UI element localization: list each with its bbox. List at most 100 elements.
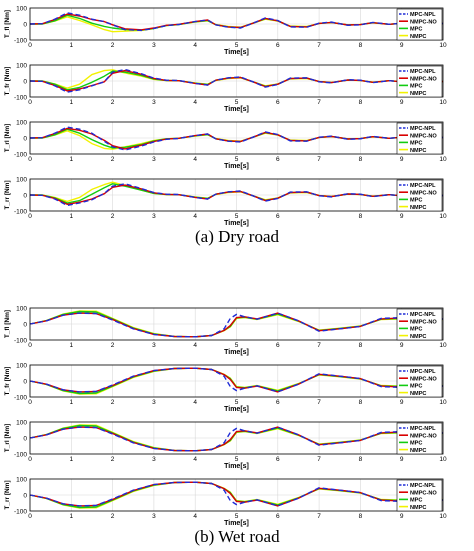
x-tick-label: 7 <box>317 99 321 106</box>
legend-label: NMPC <box>410 148 426 154</box>
y-axis-label: T_fr [Nm] <box>4 67 11 96</box>
x-tick-label: 4 <box>193 513 197 520</box>
x-tick-label: 0 <box>28 213 32 220</box>
x-tick-label: 0 <box>28 342 32 349</box>
caption-dry-road: (a) Dry road <box>194 227 279 246</box>
y-axis-label: T_fl [Nm] <box>4 310 11 338</box>
x-tick-label: 4 <box>193 42 197 49</box>
y-tick-label: -100 <box>14 95 27 102</box>
x-axis-label: Time[s] <box>224 520 249 527</box>
series-line-mpc-npl <box>29 481 444 507</box>
x-tick-label: 3 <box>152 213 156 220</box>
x-tick-label: 4 <box>193 456 197 463</box>
legend-label: MPC <box>410 84 422 90</box>
series-line-mpc-npl <box>29 126 444 151</box>
axes-box <box>29 421 444 455</box>
axes-box <box>29 364 444 398</box>
x-tick-label: 3 <box>152 42 156 49</box>
y-tick-label: 100 <box>16 420 27 427</box>
legend-label: MPC <box>410 384 422 390</box>
x-tick-label: 2 <box>111 99 115 106</box>
legend-label: NMPC-NO <box>410 433 437 439</box>
x-tick-label: 8 <box>359 342 363 349</box>
x-tick-label: 7 <box>317 156 321 163</box>
legend-label: MPC <box>410 27 422 33</box>
series-line-mpc-npl <box>29 367 444 393</box>
x-tick-label: 6 <box>276 42 280 49</box>
legend-label: NMPC <box>410 391 426 397</box>
legend-label: MPC-NPL <box>410 69 436 75</box>
legend-label: NMPC-NO <box>410 76 437 82</box>
y-tick-label: 100 <box>16 363 27 370</box>
x-tick-label: 9 <box>400 42 404 49</box>
x-tick-label: 9 <box>400 342 404 349</box>
x-tick-label: 9 <box>400 513 404 520</box>
x-tick-label: 10 <box>439 156 447 163</box>
series-line-mpc-npl <box>29 312 444 338</box>
x-tick-label: 5 <box>235 399 239 406</box>
y-axis-label: T_fl [Nm] <box>4 10 11 38</box>
y-tick-label: 100 <box>16 477 27 484</box>
x-tick-label: 9 <box>400 99 404 106</box>
x-tick-label: 7 <box>317 399 321 406</box>
x-tick-label: 2 <box>111 456 115 463</box>
x-tick-label: 1 <box>69 213 73 220</box>
legend-label: MPC-NPL <box>410 183 436 189</box>
series-line-mpc-npl <box>29 68 444 93</box>
series-line-nmpc-no <box>29 13 444 31</box>
y-tick-label: 0 <box>23 322 27 329</box>
x-tick-label: 1 <box>69 156 73 163</box>
legend-label: MPC <box>410 498 422 504</box>
legend-label: MPC-NPL <box>410 126 436 132</box>
legend-label: MPC-NPL <box>410 369 436 375</box>
x-tick-label: 0 <box>28 456 32 463</box>
x-axis-label: Time[s] <box>224 106 249 113</box>
x-tick-label: 2 <box>111 342 115 349</box>
x-tick-label: 9 <box>400 399 404 406</box>
x-tick-label: 5 <box>235 456 239 463</box>
x-tick-label: 1 <box>69 99 73 106</box>
y-tick-label: 0 <box>23 22 27 29</box>
axes-box <box>29 307 444 341</box>
x-tick-label: 7 <box>317 342 321 349</box>
axes-box <box>29 478 444 512</box>
x-tick-label: 2 <box>111 42 115 49</box>
x-tick-label: 6 <box>276 342 280 349</box>
x-tick-label: 5 <box>235 342 239 349</box>
x-tick-label: 9 <box>400 456 404 463</box>
y-axis-label: T_fr [Nm] <box>4 367 11 396</box>
y-axis-label: T_rl [Nm] <box>4 124 11 153</box>
x-tick-label: 3 <box>152 456 156 463</box>
x-tick-label: 2 <box>111 399 115 406</box>
legend-label: MPC-NPL <box>410 426 436 432</box>
x-tick-label: 3 <box>152 156 156 163</box>
x-axis-label: Time[s] <box>224 163 249 170</box>
y-tick-label: 0 <box>23 136 27 143</box>
x-tick-label: 4 <box>193 213 197 220</box>
x-tick-label: 8 <box>359 42 363 49</box>
x-tick-label: 8 <box>359 399 363 406</box>
y-axis-label: T_rl [Nm] <box>4 424 11 453</box>
x-tick-label: 8 <box>359 456 363 463</box>
x-tick-label: 4 <box>193 99 197 106</box>
x-tick-label: 5 <box>235 213 239 220</box>
x-tick-label: 8 <box>359 99 363 106</box>
x-tick-label: 0 <box>28 399 32 406</box>
x-tick-label: 10 <box>439 342 447 349</box>
y-tick-label: 0 <box>23 493 27 500</box>
legend-label: NMPC-NO <box>410 376 437 382</box>
legend-label: MPC <box>410 327 422 333</box>
x-tick-label: 7 <box>317 513 321 520</box>
x-tick-label: 8 <box>359 213 363 220</box>
legend-label: NMPC <box>410 205 426 211</box>
y-tick-label: -100 <box>14 38 27 45</box>
legend-label: MPC-NPL <box>410 12 436 18</box>
x-tick-label: 7 <box>317 456 321 463</box>
x-tick-label: 6 <box>276 156 280 163</box>
